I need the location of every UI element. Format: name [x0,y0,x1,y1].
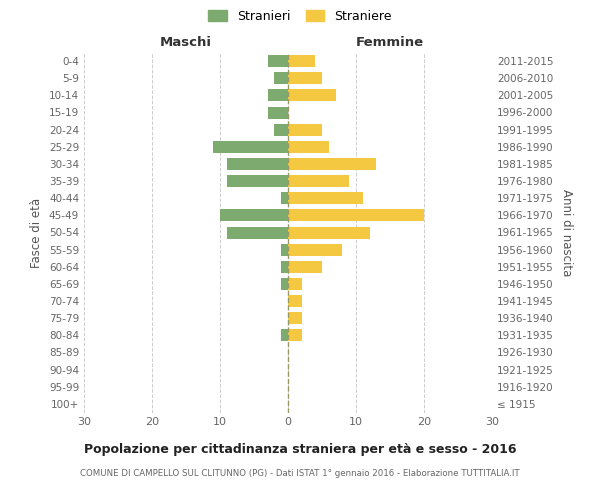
Bar [288,55,315,67]
Bar [288,210,424,222]
Bar [288,90,335,102]
Bar [281,261,288,273]
Bar [288,192,363,204]
Bar [288,226,370,238]
Y-axis label: Fasce di età: Fasce di età [31,198,43,268]
Bar [281,244,288,256]
Y-axis label: Anni di nascita: Anni di nascita [560,189,573,276]
Bar [288,295,302,307]
Bar [227,158,288,170]
Bar [288,261,322,273]
Bar [268,106,288,118]
Bar [274,124,288,136]
Text: Popolazione per cittadinanza straniera per età e sesso - 2016: Popolazione per cittadinanza straniera p… [84,442,516,456]
Bar [220,210,288,222]
Bar [281,192,288,204]
Bar [274,72,288,84]
Bar [268,55,288,67]
Bar [281,330,288,342]
Bar [288,330,302,342]
Bar [281,278,288,290]
Bar [288,141,329,153]
Bar [227,226,288,238]
Bar [213,141,288,153]
Bar [268,90,288,102]
Text: Femmine: Femmine [356,36,424,49]
Bar [288,72,322,84]
Text: COMUNE DI CAMPELLO SUL CLITUNNO (PG) - Dati ISTAT 1° gennaio 2016 - Elaborazione: COMUNE DI CAMPELLO SUL CLITUNNO (PG) - D… [80,469,520,478]
Bar [288,175,349,187]
Bar [288,244,343,256]
Bar [288,278,302,290]
Text: Maschi: Maschi [160,36,212,49]
Bar [288,124,322,136]
Legend: Stranieri, Straniere: Stranieri, Straniere [205,6,395,26]
Bar [288,158,376,170]
Bar [227,175,288,187]
Bar [288,312,302,324]
